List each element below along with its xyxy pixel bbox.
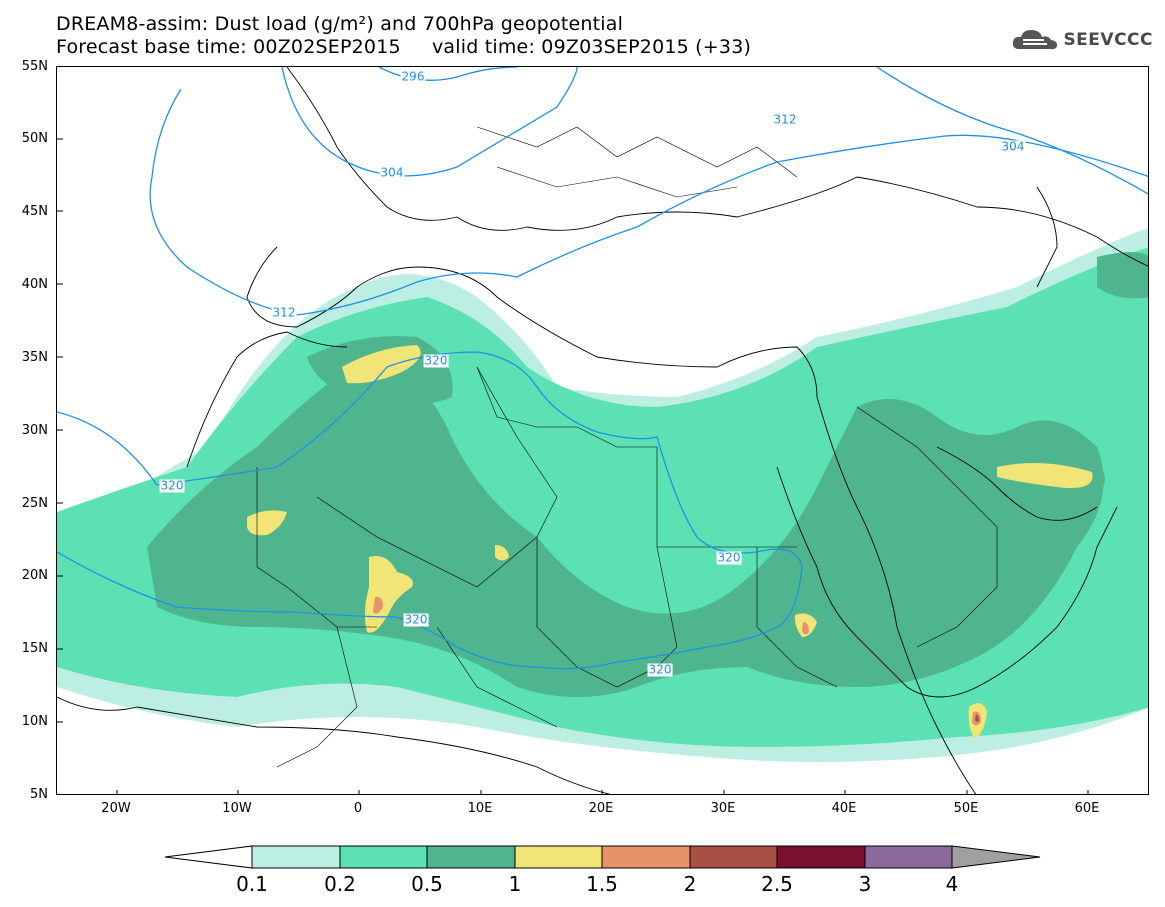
colorbar-swatch xyxy=(339,845,428,869)
colorbar-label: 1.5 xyxy=(586,872,618,896)
contour-label-304-east: 304 xyxy=(1000,139,1026,154)
colorbar-swatch xyxy=(514,845,603,869)
coastlines xyxy=(57,67,1148,794)
lat-label: 10N xyxy=(21,714,48,729)
dust-band-1 xyxy=(997,463,1093,488)
colorbar-swatch xyxy=(776,845,866,869)
dust-band-15 xyxy=(802,622,809,635)
lon-label: 10E xyxy=(467,801,493,816)
colorbar-label: 4 xyxy=(945,872,959,896)
colorbar-swatch xyxy=(601,845,691,869)
lat-label: 5N xyxy=(30,787,48,802)
lat-label: 30N xyxy=(21,423,48,438)
colorbar-label: 3 xyxy=(858,872,872,896)
contour-label-320-east: 320 xyxy=(716,550,742,565)
colorbar-swatch xyxy=(689,845,778,869)
contour-label-296: 296 xyxy=(400,69,426,84)
colorbar-left-arrow xyxy=(164,845,253,869)
lon-label: 30E xyxy=(710,801,736,816)
colorbar-right-arrow xyxy=(951,845,1041,869)
colorbar-label: 0.5 xyxy=(411,872,443,896)
colorbar-label: 0.2 xyxy=(324,872,356,896)
lat-label: 15N xyxy=(21,641,48,656)
map-subtitle: Forecast base time: 00Z02SEP2015 valid t… xyxy=(56,36,752,58)
lon-label: 50E xyxy=(953,801,979,816)
colorbar-label: 2.5 xyxy=(761,872,793,896)
dust-band-1 xyxy=(342,345,421,384)
lon-label: 20W xyxy=(101,801,131,816)
lat-label: 40N xyxy=(21,277,48,292)
lon-label: 0 xyxy=(353,801,363,816)
lon-label: 40E xyxy=(831,801,857,816)
contour-label-320-center: 320 xyxy=(403,612,429,627)
map-canvas xyxy=(57,67,1148,794)
axis-ticks xyxy=(57,138,1089,794)
cloud-logo-icon xyxy=(1013,30,1058,50)
lat-label: 25N xyxy=(21,496,48,511)
contour-label-320-south: 320 xyxy=(647,662,673,677)
lon-label: 20E xyxy=(588,801,614,816)
contour-label-312: 312 xyxy=(772,112,798,127)
dust-band-2 xyxy=(975,714,979,723)
dust-band-1 xyxy=(364,556,413,633)
contour-label-312-west: 312 xyxy=(271,305,297,320)
lat-label: 20N xyxy=(21,568,48,583)
seevccc-logo: SEEVCCC xyxy=(1011,27,1153,53)
dust-band-15 xyxy=(373,596,383,614)
map-title: DREAM8-assim: Dust load (g/m²) and 700hP… xyxy=(56,13,624,35)
colorbar-label: 0.1 xyxy=(236,872,268,896)
colorbar-label: 2 xyxy=(683,872,697,896)
colorbar-swatch xyxy=(864,845,953,869)
colorbar-swatch xyxy=(251,845,341,869)
geopotential-contours xyxy=(57,67,1148,670)
lat-label: 35N xyxy=(21,350,48,365)
contour-label-320-west: 320 xyxy=(159,478,185,493)
logo-text: SEEVCCC xyxy=(1063,30,1153,50)
contour-label-304: 304 xyxy=(379,165,405,180)
lat-label: 45N xyxy=(21,204,48,219)
dust-band-1 xyxy=(495,545,509,561)
lon-label: 10W xyxy=(222,801,252,816)
lat-label: 55N xyxy=(21,59,48,74)
lat-label: 50N xyxy=(21,131,48,146)
lon-label: 60E xyxy=(1074,801,1100,816)
dust-band-05-caspian xyxy=(1097,252,1148,299)
country-borders xyxy=(256,126,998,768)
colorbar-label: 1 xyxy=(508,872,522,896)
map-area: 296 304 312 304 312 320 320 320 320 320 xyxy=(56,66,1149,795)
colorbar-swatch xyxy=(426,845,516,869)
contour-label-320: 320 xyxy=(423,353,449,368)
